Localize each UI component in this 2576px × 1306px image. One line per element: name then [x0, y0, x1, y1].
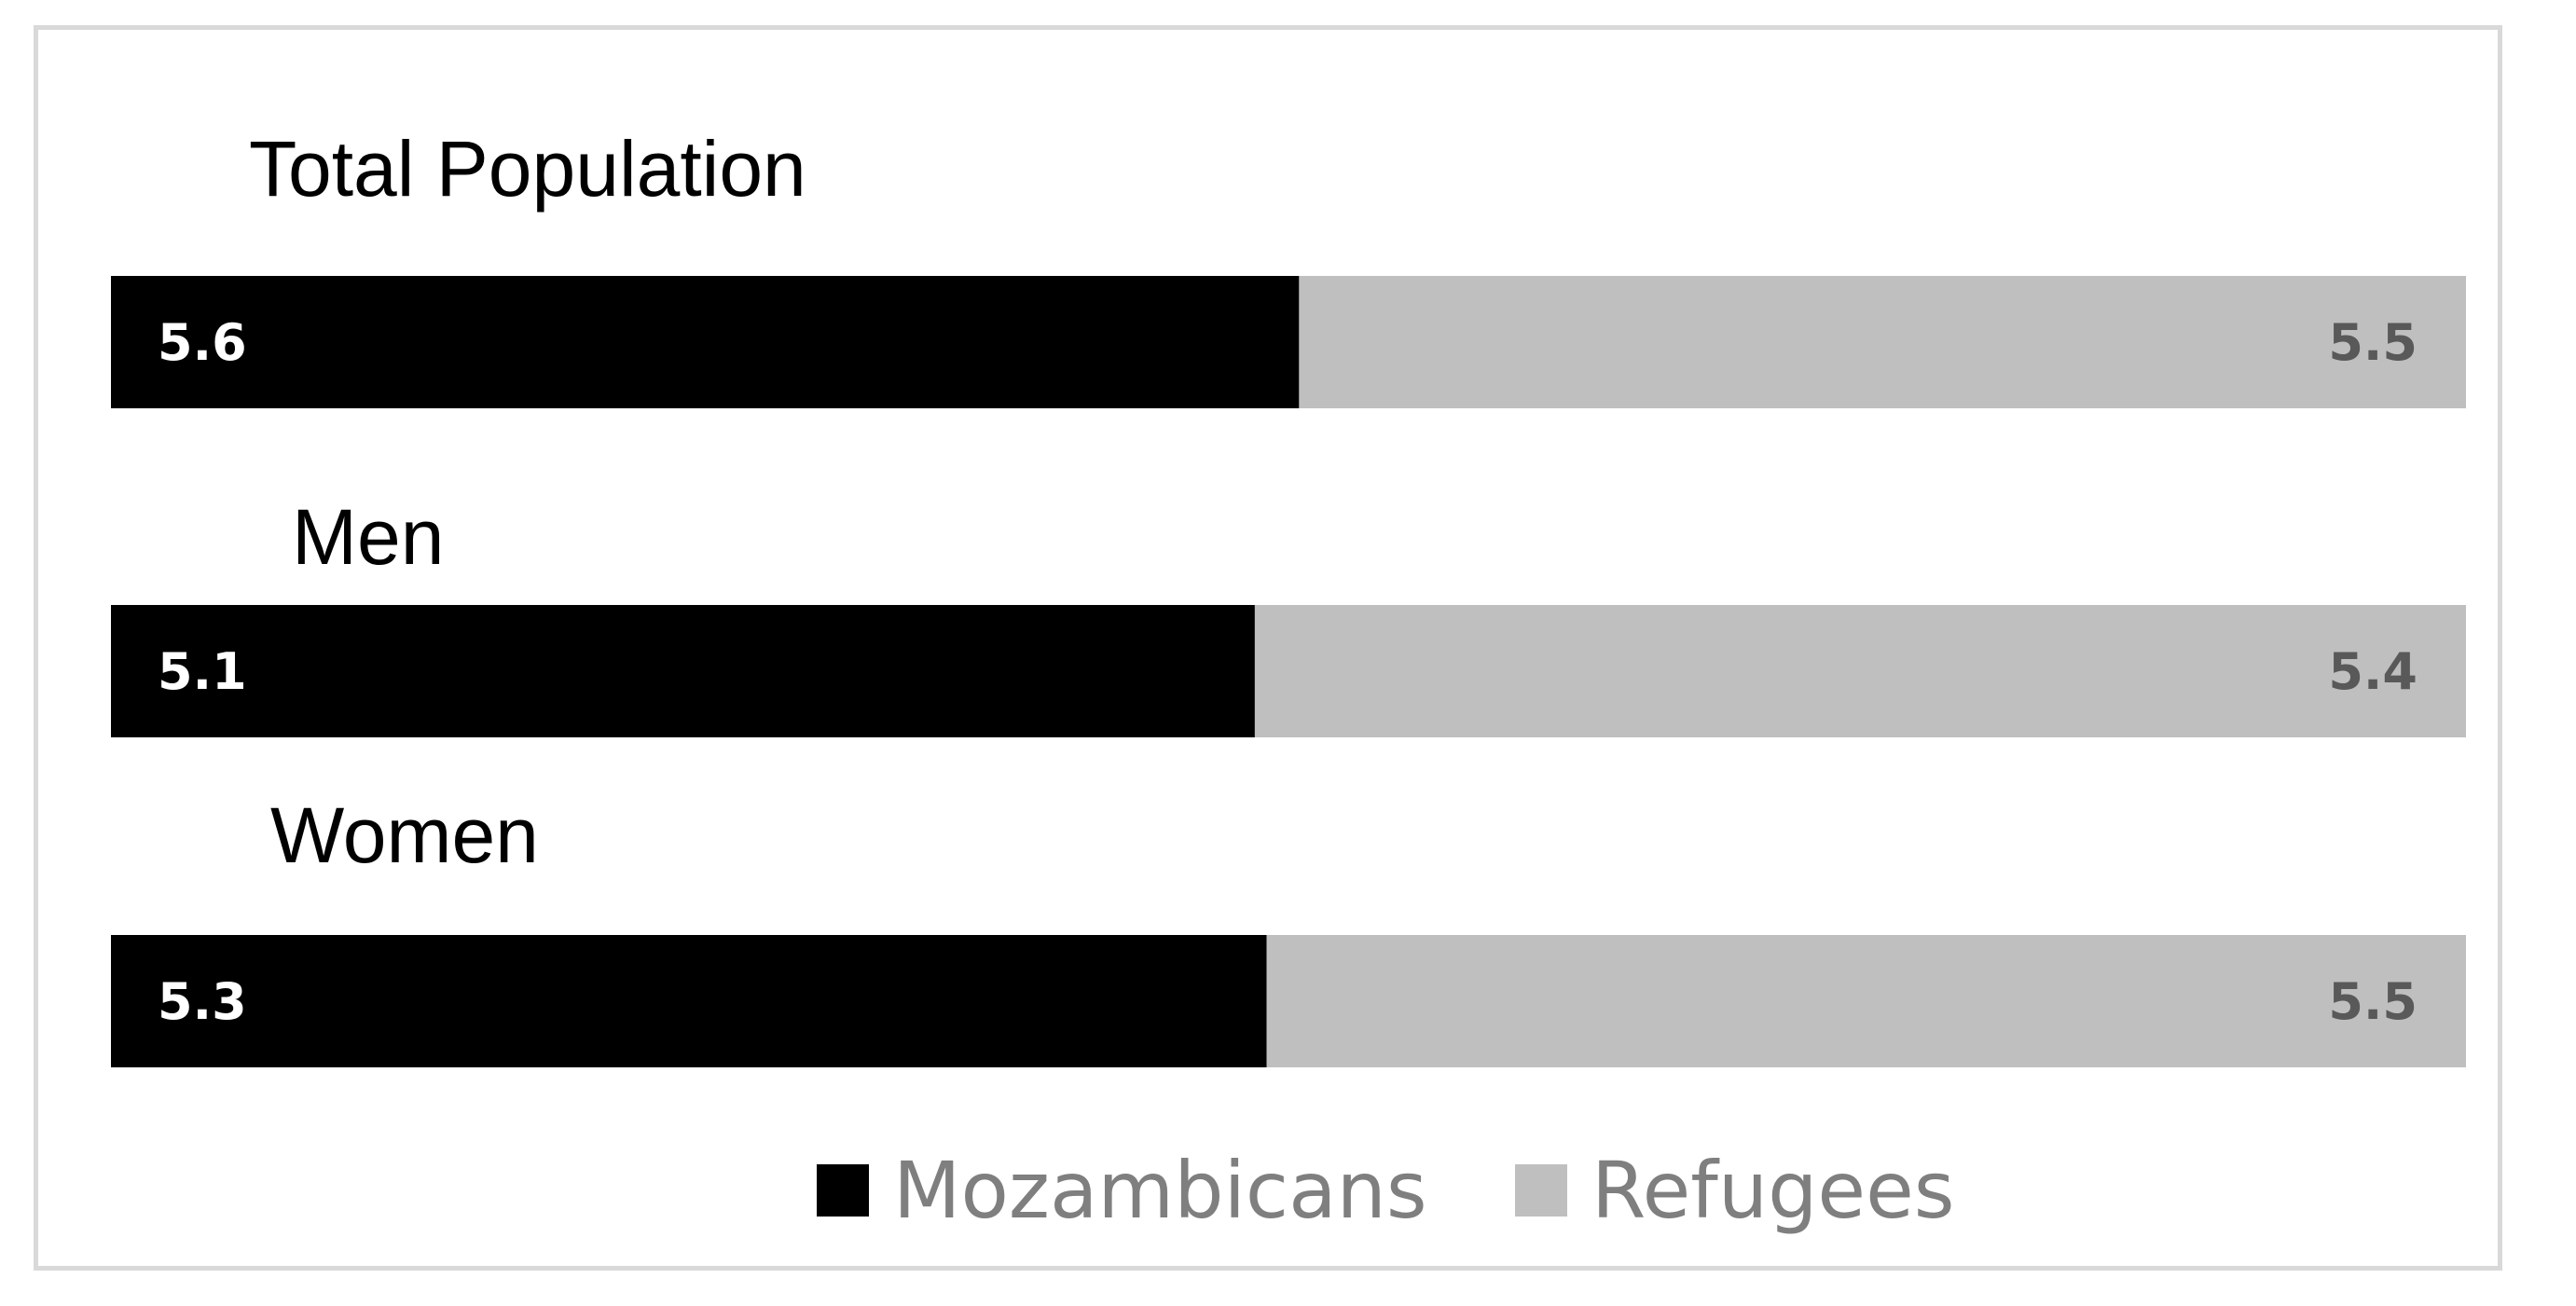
- bar-mozambicans-men: [111, 605, 1255, 737]
- bar-refugees-total-population: [1299, 276, 2466, 408]
- data-label-refugees-women: 5.5: [2328, 972, 2418, 1031]
- bar-mozambicans-women: [111, 935, 1267, 1067]
- legend-swatch-refugees: [1515, 1164, 1567, 1217]
- category-label-men: Men: [292, 493, 444, 581]
- data-label-mozambicans-total-population: 5.6: [158, 313, 247, 372]
- legend-label-refugees: Refugees: [1591, 1145, 1955, 1236]
- data-label-refugees-men: 5.4: [2328, 642, 2418, 701]
- data-label-mozambicans-men: 5.1: [158, 642, 247, 701]
- legend-swatch-mozambicans: [817, 1164, 869, 1217]
- category-label-total-population: Total Population: [249, 125, 806, 213]
- category-label-women: Women: [270, 791, 539, 879]
- bar-mozambicans-total-population: [111, 276, 1300, 408]
- data-label-mozambicans-women: 5.3: [158, 972, 247, 1031]
- bar-refugees-men: [1254, 605, 2466, 737]
- bar-refugees-women: [1266, 935, 2466, 1067]
- data-label-refugees-total-population: 5.5: [2328, 313, 2418, 372]
- legend-label-mozambicans: Mozambicans: [893, 1145, 1427, 1236]
